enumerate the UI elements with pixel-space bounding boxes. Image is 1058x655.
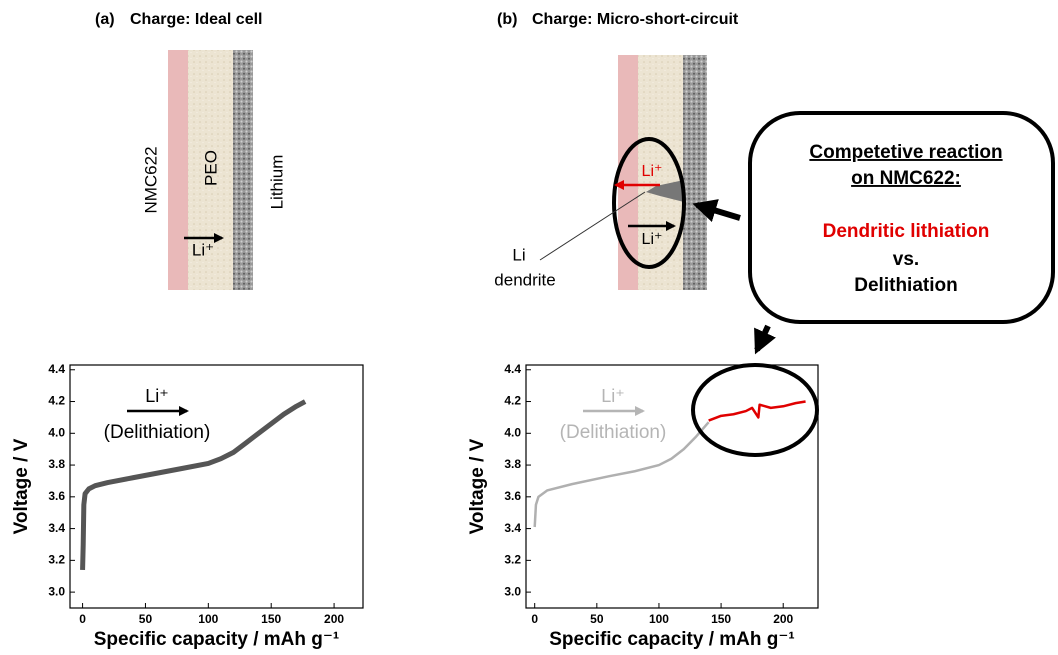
plot-frame: [70, 365, 363, 608]
y-tick-label: 4.2: [504, 394, 521, 408]
panel-letter: (b): [497, 11, 517, 28]
annotation-label: Li⁺: [145, 386, 169, 406]
lithium-layer: [683, 55, 707, 290]
data-line: [709, 402, 806, 421]
annotation-label: Li⁺: [601, 386, 625, 406]
y-axis-label: Voltage / V: [467, 438, 488, 534]
y-tick-label: 4.0: [504, 425, 521, 439]
layer-label: Lithium: [267, 155, 286, 210]
y-tick-label: 3.8: [504, 457, 521, 471]
y-tick-label: 3.0: [48, 584, 65, 598]
x-tick-label: 0: [531, 612, 538, 626]
x-tick-label: 200: [773, 612, 793, 626]
callout-arrow: [757, 326, 768, 350]
x-tick-label: 200: [324, 612, 344, 626]
y-tick-label: 4.4: [48, 362, 65, 376]
callout-heading: on NMC622:: [851, 168, 961, 189]
layer-label: PEO: [201, 150, 220, 186]
y-tick-label: 3.4: [48, 521, 65, 535]
callout-text: vs.: [893, 249, 919, 270]
y-tick-label: 4.0: [48, 425, 65, 439]
plot-frame: [526, 365, 818, 608]
y-tick-label: 3.6: [48, 489, 65, 503]
callout-heading: Competetive reaction: [809, 142, 1002, 163]
ion-label: Li⁺: [192, 240, 214, 259]
x-tick-label: 100: [198, 612, 218, 626]
x-tick-label: 150: [711, 612, 731, 626]
y-tick-label: 3.2: [504, 553, 521, 567]
y-axis-label: Voltage / V: [11, 438, 32, 534]
y-tick-label: 3.6: [504, 489, 521, 503]
y-tick-label: 3.8: [48, 457, 65, 471]
y-tick-label: 3.0: [504, 584, 521, 598]
x-axis-label: Specific capacity / mAh g⁻¹: [94, 629, 340, 650]
callout-text: Delithiation: [854, 275, 957, 296]
lithium-layer: [233, 50, 253, 290]
y-tick-label: 4.2: [48, 394, 65, 408]
panel-title: Charge: Ideal cell: [130, 11, 263, 28]
dendrite-label: dendrite: [494, 270, 555, 289]
annotation-text: (Delithiation): [104, 422, 211, 443]
page: { "panels": [ {"letter": "(a)", "title":…: [0, 0, 1058, 650]
annotation-text: (Delithiation): [560, 422, 667, 443]
y-tick-label: 4.4: [504, 362, 521, 376]
y-tick-label: 3.4: [504, 521, 521, 535]
x-tick-label: 150: [261, 612, 281, 626]
dendrite-label: Li: [512, 245, 525, 264]
x-tick-label: 50: [139, 612, 153, 626]
callout-highlight: Dendritic lithiation: [823, 221, 990, 242]
ion-label: Li⁺: [642, 163, 663, 180]
cathode-layer: [168, 50, 188, 290]
y-tick-label: 3.2: [48, 553, 65, 567]
x-tick-label: 100: [649, 612, 669, 626]
layer-label: NMC622: [141, 146, 160, 213]
x-tick-label: 0: [79, 612, 86, 626]
figure: (a) Charge: Ideal cell (b) Charge: Micro…: [0, 0, 1058, 650]
panel-letter: (a): [95, 11, 115, 28]
x-axis-label: Specific capacity / mAh g⁻¹: [549, 629, 795, 650]
x-tick-label: 50: [590, 612, 604, 626]
panel-title: Charge: Micro-short-circuit: [532, 11, 739, 28]
ion-label: Li⁺: [642, 231, 663, 248]
